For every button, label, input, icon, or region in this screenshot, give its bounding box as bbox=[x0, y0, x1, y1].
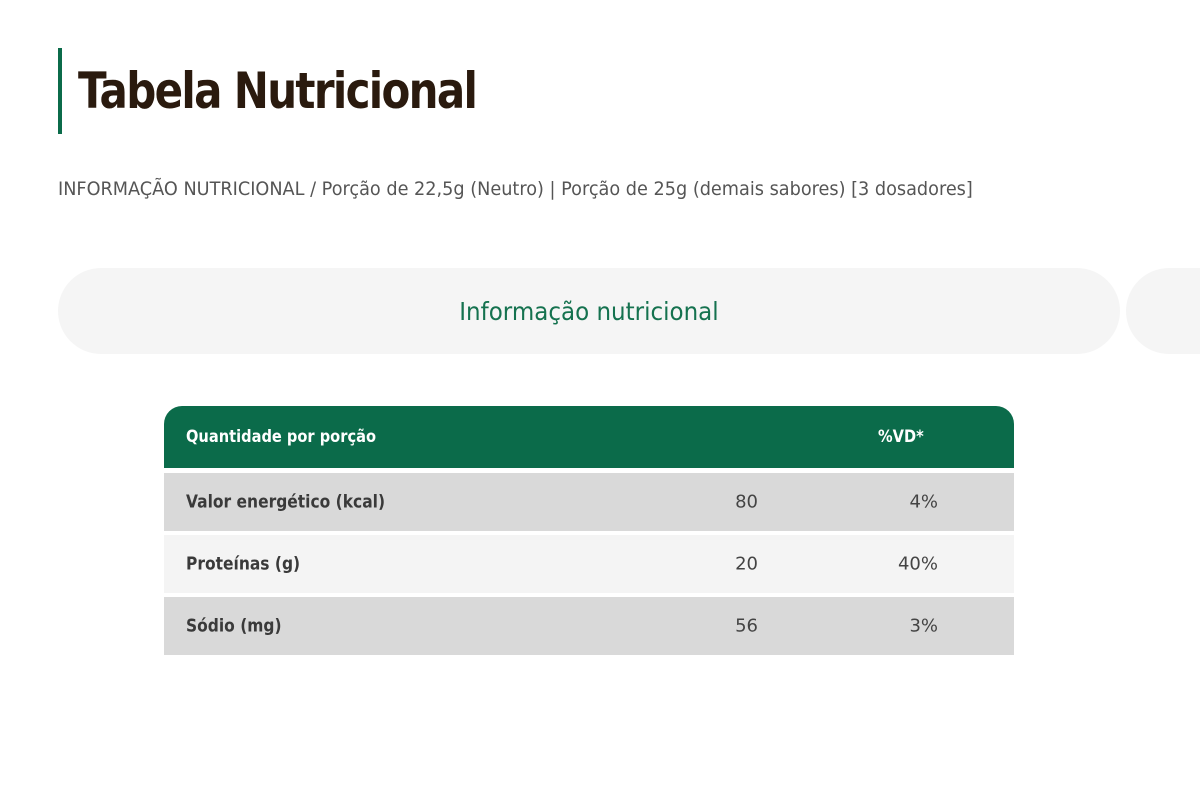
page-title-block: Tabela Nutricional bbox=[58, 48, 552, 134]
row-quantity: 80 bbox=[735, 491, 758, 513]
table-body: Valor energético (kcal) 80 4% Proteínas … bbox=[164, 473, 1014, 655]
tab-nutrition-info-label: Informação nutricional bbox=[459, 296, 719, 326]
page-title: Tabela Nutricional bbox=[78, 62, 478, 120]
row-label: Proteínas (g) bbox=[186, 553, 301, 575]
row-vd: 40% bbox=[897, 553, 938, 575]
page-subtitle: INFORMAÇÃO NUTRICIONAL / Porção de 22,5g… bbox=[58, 178, 973, 200]
tab-nutrition-info[interactable]: Informação nutricional bbox=[58, 268, 1120, 354]
table-header: Quantidade por porção %VD* bbox=[164, 406, 1014, 468]
tab-next[interactable] bbox=[1126, 268, 1200, 354]
nutrition-table: Quantidade por porção %VD* Valor energét… bbox=[164, 406, 1014, 659]
table-row: Proteínas (g) 20 40% bbox=[164, 535, 1014, 593]
column-header-quantity: Quantidade por porção bbox=[186, 427, 377, 447]
row-vd: 4% bbox=[909, 491, 938, 513]
table-row: Sódio (mg) 56 3% bbox=[164, 597, 1014, 655]
row-quantity: 20 bbox=[735, 553, 758, 575]
column-header-vd: %VD* bbox=[878, 427, 924, 447]
row-vd: 3% bbox=[909, 615, 938, 637]
row-quantity: 56 bbox=[735, 615, 758, 637]
row-label: Sódio (mg) bbox=[186, 615, 282, 637]
row-label: Valor energético (kcal) bbox=[186, 491, 386, 513]
table-row: Valor energético (kcal) 80 4% bbox=[164, 473, 1014, 531]
